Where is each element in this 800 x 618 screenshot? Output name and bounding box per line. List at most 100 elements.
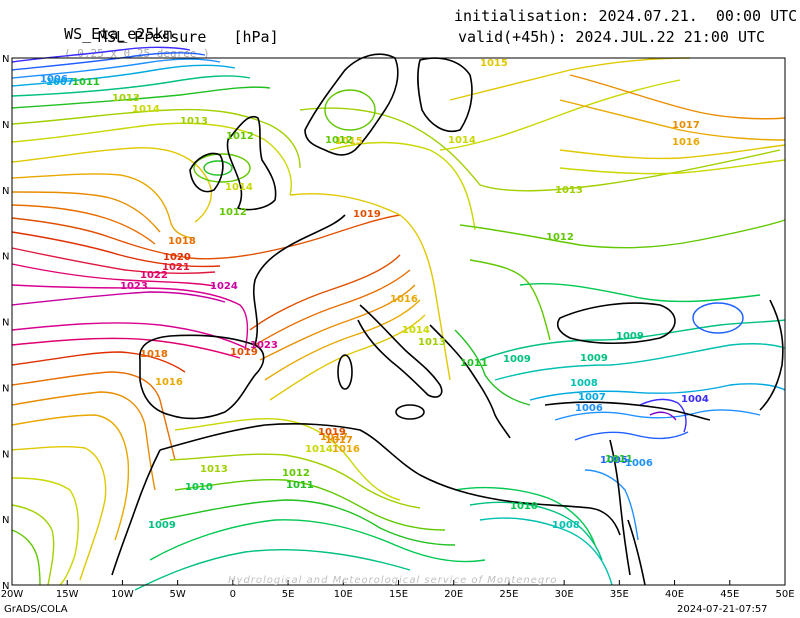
isobar-label: 1018 — [168, 236, 196, 247]
isobar-1021 — [11, 247, 216, 275]
isobar-1009-east — [479, 319, 786, 361]
isobar-1018-med — [254, 269, 411, 346]
isobar-1014-ne — [439, 79, 681, 151]
isobar-1023-south — [11, 322, 251, 351]
isobar-label: 1012 — [546, 232, 574, 243]
italy-coast — [357, 304, 443, 398]
init-time: initialisation: 2024.07.21. 00:00 UTC — [454, 7, 798, 25]
isobar-label: 1005 — [600, 455, 628, 466]
isobar-1004-east — [639, 398, 687, 433]
isobar-label: 1013 — [180, 116, 208, 127]
lat-label: N — [2, 515, 9, 526]
isobar-1012-baltic-low — [324, 89, 376, 131]
isobar-label: 1013 — [112, 93, 140, 104]
isobar-label: 1004 — [681, 394, 709, 405]
isobar-1014-ne2 — [559, 159, 786, 175]
footer-right: 2024-07-21-07:57 — [677, 604, 768, 615]
isobar-1020 — [11, 231, 221, 268]
finland-coast — [417, 57, 473, 132]
isobar-1014-south — [11, 477, 79, 586]
lat-label: N — [2, 186, 9, 197]
isobar-label: 1014 — [448, 135, 476, 146]
latitude-axis: N N N N N N N N N — [2, 54, 9, 592]
isobar-label: 1011 — [72, 77, 100, 88]
isobar-1008-east — [494, 343, 786, 381]
isobar-1005-east — [574, 431, 689, 441]
isobar-1017 — [11, 191, 161, 233]
isobar-label: 1012 — [219, 207, 247, 218]
isobar-label: 1014 — [132, 104, 160, 115]
isobar-label: 1016 — [332, 444, 360, 455]
isobar-label: 1023 — [120, 281, 148, 292]
isobar-label: 1018 — [140, 349, 168, 360]
isobar-1011-med — [159, 499, 456, 546]
isobar-1015-med — [269, 314, 426, 401]
isobar-1016-ne — [559, 99, 786, 141]
lon-label: 40E — [665, 589, 684, 600]
lon-label: 45E — [720, 589, 739, 600]
isobar-1012-ce — [459, 219, 786, 249]
credit-watermark: Hydrological and Meteorological service … — [228, 575, 558, 586]
isobar-label: 1009 — [148, 520, 176, 531]
isobar-1018 — [11, 204, 156, 245]
isobar-1020-south — [11, 351, 186, 373]
isobar-label: 1014 — [225, 182, 253, 193]
isobar-1022 — [11, 263, 216, 287]
isobar-1010-se — [454, 486, 596, 546]
isobar-label: 1010 — [510, 501, 538, 512]
isobar-1014-med — [174, 417, 401, 501]
isobar-labels: 1006100710111013101410131012101410121015… — [40, 58, 709, 531]
redsea-coast — [627, 519, 646, 586]
isobar-1019 — [11, 214, 401, 260]
lon-label: 50E — [775, 589, 794, 600]
isobar-1004 — [11, 46, 191, 63]
isobar-label: 1008 — [570, 378, 598, 389]
lat-label: N — [2, 252, 9, 263]
levant-coast — [609, 439, 631, 576]
isobar-1015 — [11, 147, 212, 223]
isobar-1013-south — [11, 504, 55, 586]
isobar-label: 1017 — [320, 432, 348, 443]
model-name: WS_Eta_e25km — [64, 25, 173, 43]
isobar-1016-south — [11, 414, 130, 541]
isobar-1017-south — [11, 391, 156, 491]
isobar-label: 1017 — [325, 435, 353, 446]
isobar-label: 1011 — [605, 454, 633, 465]
isobar-1006 — [11, 58, 221, 79]
isobar-label: 1009 — [616, 331, 644, 342]
isobar-1010-east — [519, 282, 761, 303]
lon-label: 20E — [444, 589, 463, 600]
lat-label: N — [2, 383, 9, 394]
lon-label: 30E — [555, 589, 574, 600]
iberia-coast — [139, 334, 265, 420]
caspian-coast — [759, 299, 784, 411]
isobar-label: 1006 — [575, 403, 603, 414]
isobar-label: 1016 — [155, 377, 183, 388]
valid-time: valid(+45h): 2024.JUL.22 21:00 UTC — [458, 28, 766, 46]
lon-label: 10E — [334, 589, 353, 600]
isobar-1022-south — [11, 337, 241, 359]
isobar-label: 1019 — [230, 347, 258, 358]
isobar-1023 — [11, 284, 249, 351]
isobar-1024 — [11, 291, 226, 306]
ireland-coast — [189, 152, 224, 193]
isobar-1017-med — [259, 284, 416, 361]
sicily-coast — [395, 404, 425, 420]
isobar-label: 1017 — [672, 120, 700, 131]
lat-label: N — [2, 54, 9, 65]
britain-coast — [226, 115, 277, 211]
coastlines — [111, 53, 784, 586]
isobar-1006-east — [554, 409, 761, 421]
isobar-1015-south — [11, 446, 107, 581]
isobar-1017-ne — [569, 74, 786, 120]
isobar-label: 1012 — [282, 468, 310, 479]
isobar-1016-med — [264, 299, 421, 381]
lon-label: 20W — [1, 589, 24, 600]
isobar-1019-med — [249, 254, 401, 331]
isobar-label: 1006 — [625, 458, 653, 469]
isobar-label: 1013 — [418, 337, 446, 348]
isobar-1015-ne — [449, 57, 691, 101]
isobar-label: 1007 — [578, 392, 606, 403]
isobar-label: 1006 — [40, 74, 68, 85]
isobar-1011-ce — [454, 329, 531, 406]
